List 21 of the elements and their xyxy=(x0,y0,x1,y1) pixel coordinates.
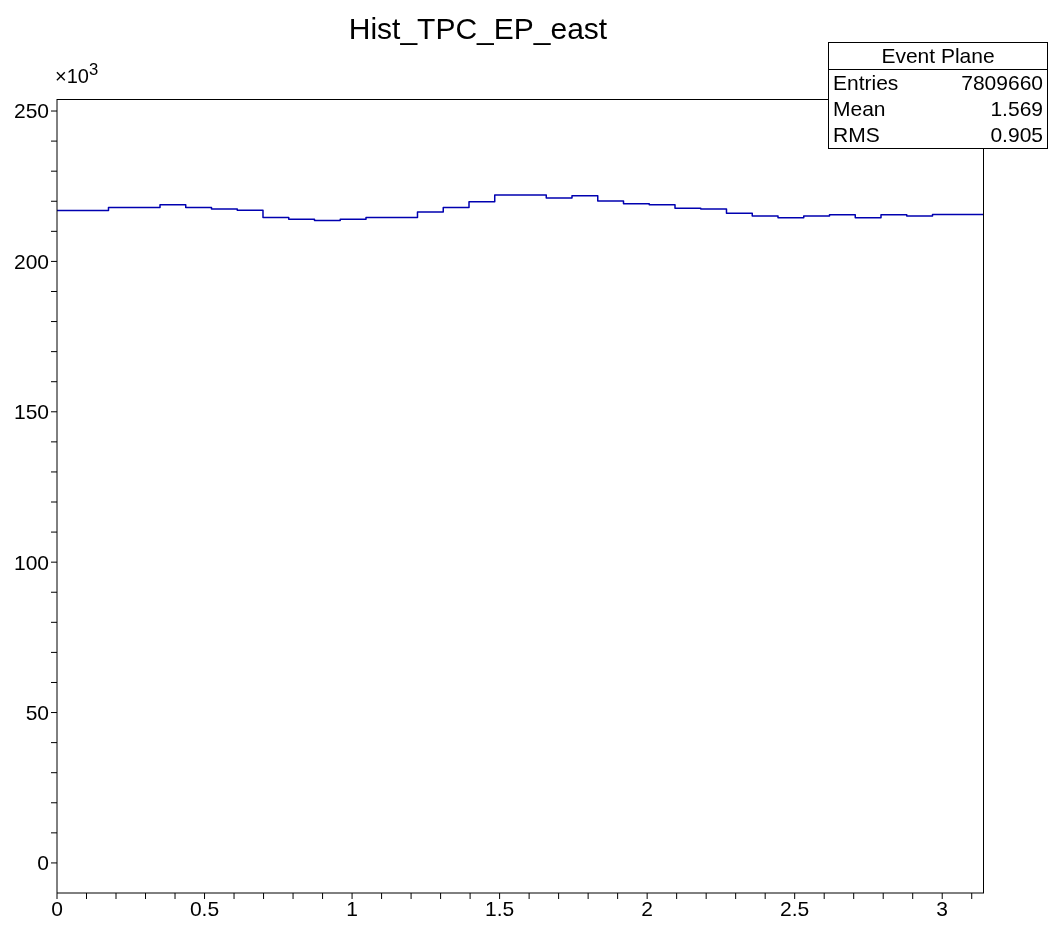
y-tick-label: 100 xyxy=(13,550,49,574)
chart-title: Hist_TPC_EP_east xyxy=(348,12,608,45)
y-tick-label: 200 xyxy=(13,249,49,273)
text: Entries xyxy=(833,71,899,95)
y-tick-label: 250 xyxy=(13,99,49,123)
text: 1.569 xyxy=(990,97,1043,121)
text: 7809660 xyxy=(961,71,1043,95)
y-tick-label: 0 xyxy=(37,851,49,875)
text: 0.905 xyxy=(990,123,1043,147)
annotation: RMS xyxy=(833,123,880,147)
y-tick-label: 50 xyxy=(25,701,49,724)
y-tick-label: 150 xyxy=(13,400,49,424)
x-tick-label: 3 xyxy=(936,896,949,920)
annotation: Mean xyxy=(833,97,886,121)
x-tick-label: 1 xyxy=(346,896,358,920)
x-tick-label: 2.5 xyxy=(780,896,810,920)
text: ×10$^{3}$ xyxy=(55,60,99,87)
x-tick-label: 2 xyxy=(641,896,653,920)
x-tick-label: 1.5 xyxy=(485,896,515,920)
x-tick-label: 0.5 xyxy=(189,896,220,920)
text: Event Plane xyxy=(829,43,1047,70)
